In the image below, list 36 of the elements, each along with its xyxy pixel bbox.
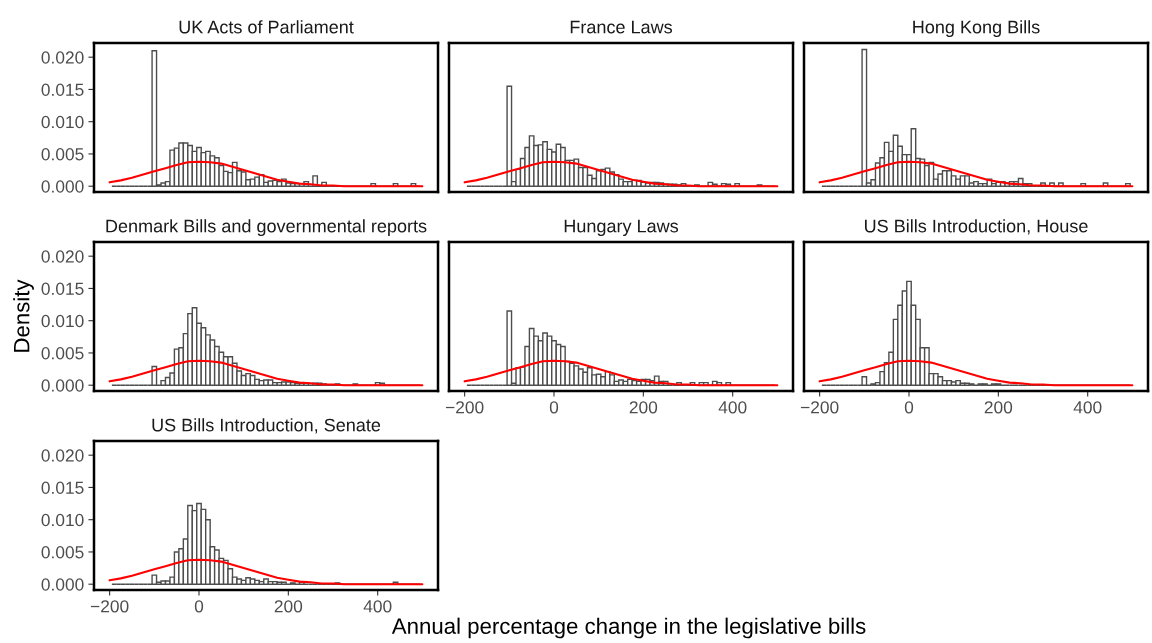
x-tick-label: 200 (984, 401, 1013, 414)
y-tick-label: 0.010 (41, 314, 84, 328)
y-tick-label: 0.020 (41, 250, 84, 263)
x-tick-label: 0 (904, 401, 914, 414)
chart-title: Denmark Bills and governmental reports (106, 219, 427, 237)
x-tick-label: −200 (90, 600, 129, 613)
y-tick-label: 0.005 (41, 546, 84, 559)
chart-title: Hungary Laws (564, 219, 679, 237)
x-tick-label: 400 (1073, 401, 1102, 414)
y-tick-label: 0.000 (41, 180, 84, 193)
chart-title: France Laws (570, 20, 673, 34)
y-tick-label: 0.015 (41, 83, 84, 96)
x-tick-label: 200 (274, 600, 303, 613)
chart-title: US Bills Introduction, Senate (152, 418, 381, 434)
y-tick-label: 0.010 (41, 513, 84, 527)
x-tick-label: 0 (549, 401, 559, 414)
chart-title: US Bills Introduction, House (865, 219, 1088, 235)
y-tick-label: 0.000 (41, 379, 84, 392)
x-tick-label: 0 (194, 600, 204, 613)
x-tick-label: −200 (800, 401, 839, 414)
y-tick-label: 0.010 (41, 115, 84, 129)
y-tick-label: 0.015 (41, 282, 84, 295)
y-tick-label: 0.015 (41, 481, 84, 494)
y-tick-label: 0.005 (41, 148, 84, 161)
x-tick-label: 400 (718, 401, 747, 414)
chart-title: UK Acts of Parliament (179, 20, 354, 34)
x-axis-title: Annual percentage change in the legislative bills (391, 617, 866, 639)
y-tick-label: 0.000 (41, 578, 84, 591)
x-tick-label: −200 (445, 401, 484, 414)
y-axis-title: Density (13, 279, 34, 352)
x-tick-label: 200 (629, 401, 658, 414)
chart-title: Hong Kong Bills (913, 20, 1040, 38)
x-tick-label: 400 (363, 600, 392, 613)
y-tick-label: 0.020 (41, 449, 84, 462)
y-tick-label: 0.005 (41, 347, 84, 360)
y-tick-label: 0.020 (41, 51, 84, 64)
